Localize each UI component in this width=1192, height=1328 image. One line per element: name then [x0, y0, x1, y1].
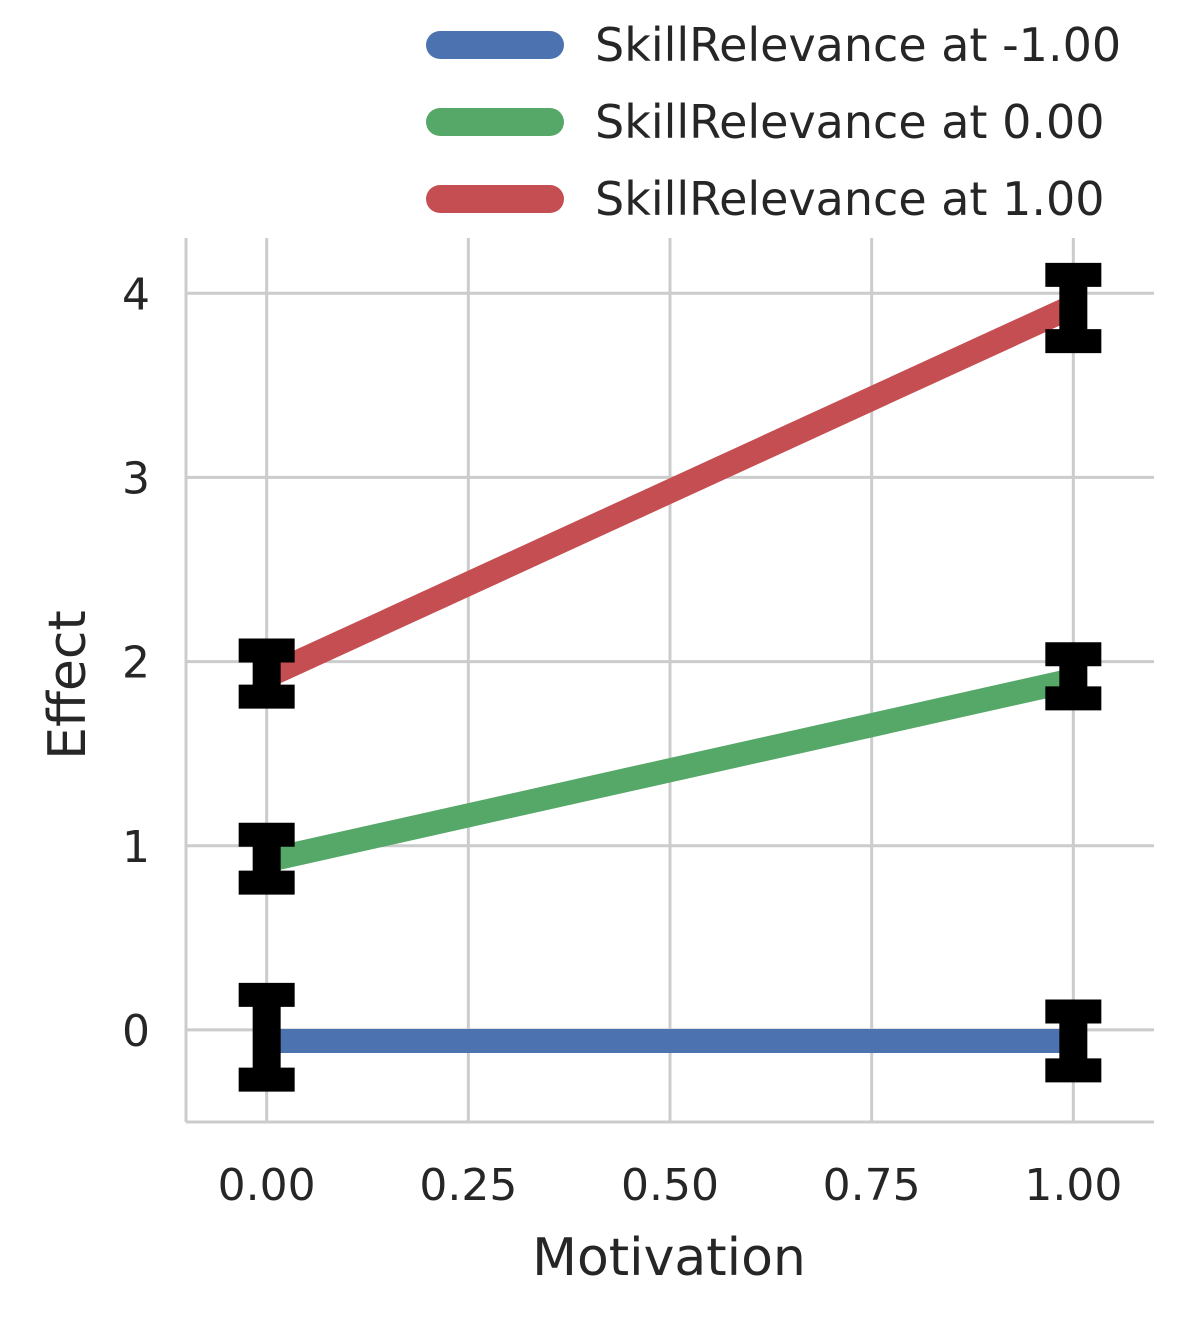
x-tick-label: 0.50: [621, 1160, 719, 1211]
y-tick-label: 1: [122, 822, 150, 873]
x-tick-label: 0.75: [823, 1160, 921, 1211]
y-axis-label: Effect: [38, 610, 98, 760]
legend-entry-label: SkillRelevance at 0.00: [595, 95, 1105, 149]
x-axis-label: Motivation: [532, 1228, 806, 1288]
y-tick-label: 4: [122, 269, 150, 320]
grid: [186, 238, 1154, 1122]
series-lines: [261, 295, 1079, 1053]
series-line: [261, 295, 1079, 688]
y-tick-label: 3: [122, 453, 150, 504]
axis-spines: [184, 238, 1154, 1124]
series-line: [264, 668, 1076, 873]
y-tick-label: 0: [122, 1006, 150, 1057]
y-tick-label: 2: [122, 638, 150, 689]
x-tick-label: 0.00: [218, 1160, 316, 1211]
error-bars: [238, 262, 1102, 1092]
x-tick-label: 0.25: [419, 1160, 517, 1211]
legend: SkillRelevance at -1.00 SkillRelevance at…: [426, 18, 1121, 226]
x-tick-label: 1.00: [1024, 1160, 1122, 1211]
y-tick-labels: 0 1 2 3 4: [122, 269, 150, 1057]
x-tick-labels: 0.00 0.25 0.50 0.75 1.00: [218, 1160, 1123, 1211]
legend-entry-label: SkillRelevance at -1.00: [595, 18, 1121, 72]
legend-entry-label: SkillRelevance at 1.00: [595, 172, 1105, 226]
